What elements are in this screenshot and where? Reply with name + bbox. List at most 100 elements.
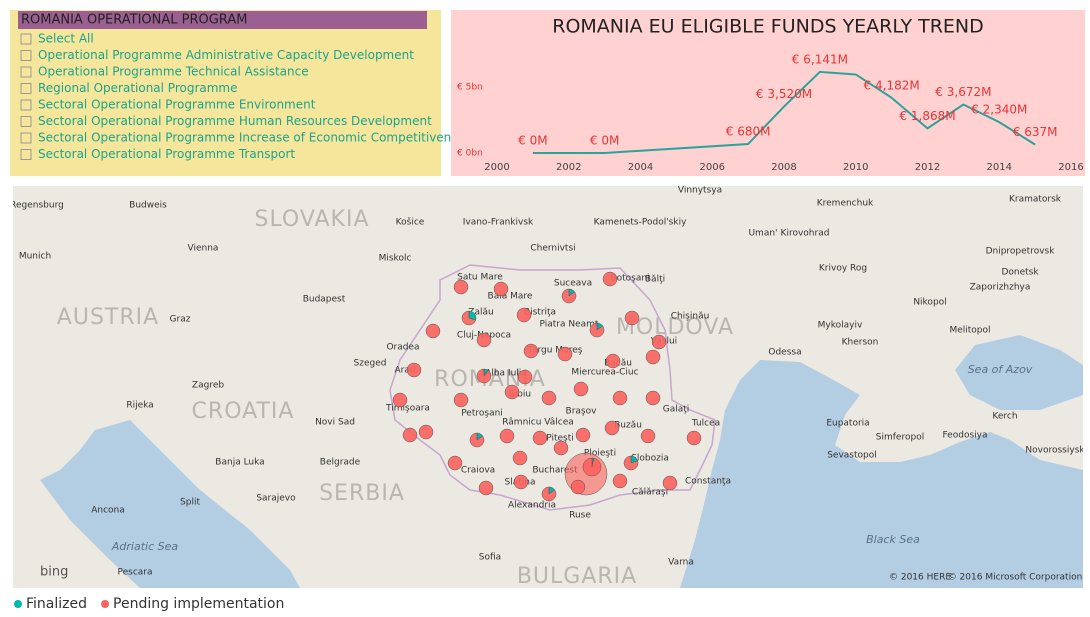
slicer-item[interactable]: Sectoral Operational Programme Transport bbox=[38, 147, 295, 161]
pending-slice[interactable] bbox=[573, 381, 589, 397]
data-label: € 2,340M bbox=[971, 103, 1027, 117]
place-label: Buzău bbox=[614, 421, 642, 431]
pending-slice[interactable] bbox=[645, 390, 661, 406]
data-label: € 3,672M bbox=[935, 85, 991, 99]
pending-slice[interactable] bbox=[513, 474, 529, 490]
pending-slice[interactable] bbox=[623, 455, 639, 471]
place-label: Kirovohrad bbox=[781, 229, 830, 239]
slicer-header bbox=[18, 11, 427, 29]
pending-slice[interactable] bbox=[662, 475, 678, 491]
place-label: Adriatic Sea bbox=[111, 540, 178, 553]
legend-marker bbox=[101, 600, 110, 608]
place-label: Tulcea bbox=[691, 419, 720, 429]
place-label: Munich bbox=[19, 252, 51, 262]
pending-slice[interactable] bbox=[605, 353, 621, 369]
pending-slice[interactable] bbox=[478, 480, 494, 496]
region-label: CROATIA bbox=[192, 399, 295, 424]
attribution: © 2016 HERE bbox=[889, 573, 951, 583]
slicer-item[interactable]: Regional Operational Programme bbox=[38, 81, 238, 95]
pending-slice[interactable] bbox=[589, 322, 605, 338]
checkbox[interactable] bbox=[20, 99, 32, 111]
pending-slice[interactable] bbox=[512, 450, 528, 466]
place-label: Vienna bbox=[188, 244, 219, 254]
pending-slice[interactable] bbox=[686, 430, 702, 446]
pending-slice[interactable] bbox=[392, 392, 408, 408]
pending-slice[interactable] bbox=[461, 310, 476, 326]
place-label: Sarajevo bbox=[256, 494, 296, 504]
place-label: Rijeka bbox=[126, 401, 153, 411]
pending-slice[interactable] bbox=[425, 323, 441, 339]
pending-slice[interactable] bbox=[418, 424, 434, 440]
pending-slice[interactable] bbox=[469, 432, 485, 448]
map[interactable]: Regensburg Budweis SLOVAKIA Košice Ivano-Fra… bbox=[10, 186, 1085, 590]
place-label: Alba Iulia bbox=[485, 369, 527, 379]
place-label: Mykolayiv bbox=[818, 321, 863, 331]
pending-slice[interactable] bbox=[602, 271, 618, 287]
pending-slice[interactable] bbox=[561, 288, 577, 304]
slicer-panel bbox=[10, 10, 441, 176]
pending-slice[interactable] bbox=[476, 332, 492, 348]
checkbox[interactable] bbox=[20, 132, 32, 144]
data-label: € 0M bbox=[590, 134, 619, 148]
slicer-item[interactable]: Select All bbox=[38, 32, 94, 46]
place-label: Galaţi bbox=[663, 405, 690, 415]
slicer-item[interactable]: Sectoral Operational Programme Human Res… bbox=[38, 114, 432, 128]
pending-slice[interactable] bbox=[453, 392, 469, 408]
pending-slice[interactable] bbox=[476, 368, 492, 384]
slicer-item[interactable]: Operational Programme Administrative Cap… bbox=[38, 48, 414, 62]
pending-slice[interactable] bbox=[523, 343, 539, 359]
pending-slice[interactable] bbox=[582, 457, 602, 477]
place-label: Braşov bbox=[566, 407, 598, 417]
place-label: Alexandria bbox=[508, 501, 556, 511]
pending-slice[interactable] bbox=[624, 310, 640, 326]
region-label: AUSTRIA bbox=[57, 305, 159, 330]
checkbox[interactable] bbox=[20, 50, 32, 61]
x-tick-label: 2012 bbox=[915, 162, 940, 173]
pending-slice[interactable] bbox=[570, 479, 586, 495]
pending-slice[interactable] bbox=[575, 427, 591, 443]
slicer-item[interactable]: Operational Programme Technical Assistan… bbox=[38, 65, 309, 79]
pending-slice[interactable] bbox=[406, 362, 422, 378]
place-label: Târgu Mureş bbox=[527, 346, 583, 356]
checkbox[interactable] bbox=[20, 149, 32, 160]
place-label: Zagreb bbox=[192, 381, 224, 391]
x-tick-label: 2004 bbox=[628, 162, 653, 173]
adriatic-sea bbox=[40, 420, 300, 588]
data-label: € 4,182M bbox=[864, 78, 920, 92]
pending-slice[interactable] bbox=[499, 428, 515, 444]
place-label: Ploieşti bbox=[584, 449, 616, 459]
checkbox[interactable] bbox=[20, 66, 32, 78]
pending-slice[interactable] bbox=[402, 427, 418, 443]
pending-slice[interactable] bbox=[541, 390, 557, 406]
checkbox[interactable] bbox=[20, 33, 32, 45]
place-label: Belgrade bbox=[320, 458, 361, 468]
slicer-item[interactable]: Sectoral Operational Programme Environme… bbox=[38, 98, 316, 112]
pending-slice[interactable] bbox=[553, 440, 569, 456]
pending-slice[interactable] bbox=[640, 428, 656, 444]
place-label: Piatra Neamţ bbox=[540, 320, 599, 330]
x-tick-label: 2006 bbox=[700, 162, 725, 173]
pending-slice[interactable] bbox=[532, 430, 548, 446]
y-tick-label: € 5bn bbox=[457, 83, 483, 93]
pending-slice[interactable] bbox=[453, 279, 469, 295]
pending-slice[interactable] bbox=[557, 346, 573, 362]
pending-slice[interactable] bbox=[493, 281, 509, 297]
checkbox[interactable] bbox=[20, 83, 32, 94]
pending-slice[interactable] bbox=[645, 349, 661, 365]
place-label: Bucharest bbox=[532, 466, 578, 476]
pending-slice[interactable] bbox=[517, 369, 533, 385]
slicer-item[interactable]: Sectoral Operational Programme Increase … bbox=[38, 131, 471, 145]
place-label: Vinnytsya bbox=[678, 186, 722, 196]
pending-slice[interactable] bbox=[504, 384, 520, 400]
place-label: Zaporizhzhya bbox=[970, 283, 1031, 293]
place-label: Košice bbox=[396, 217, 425, 228]
pending-slice[interactable] bbox=[516, 307, 532, 323]
checkbox[interactable] bbox=[20, 116, 32, 127]
pending-slice[interactable] bbox=[604, 420, 620, 436]
pending-slice[interactable] bbox=[541, 486, 557, 502]
pending-slice[interactable] bbox=[447, 455, 463, 471]
pending-slice[interactable] bbox=[612, 473, 628, 489]
pending-slice[interactable] bbox=[612, 390, 628, 406]
pending-slice[interactable] bbox=[651, 334, 667, 350]
place-label: Kamenets-Podol'skiy bbox=[594, 218, 687, 228]
